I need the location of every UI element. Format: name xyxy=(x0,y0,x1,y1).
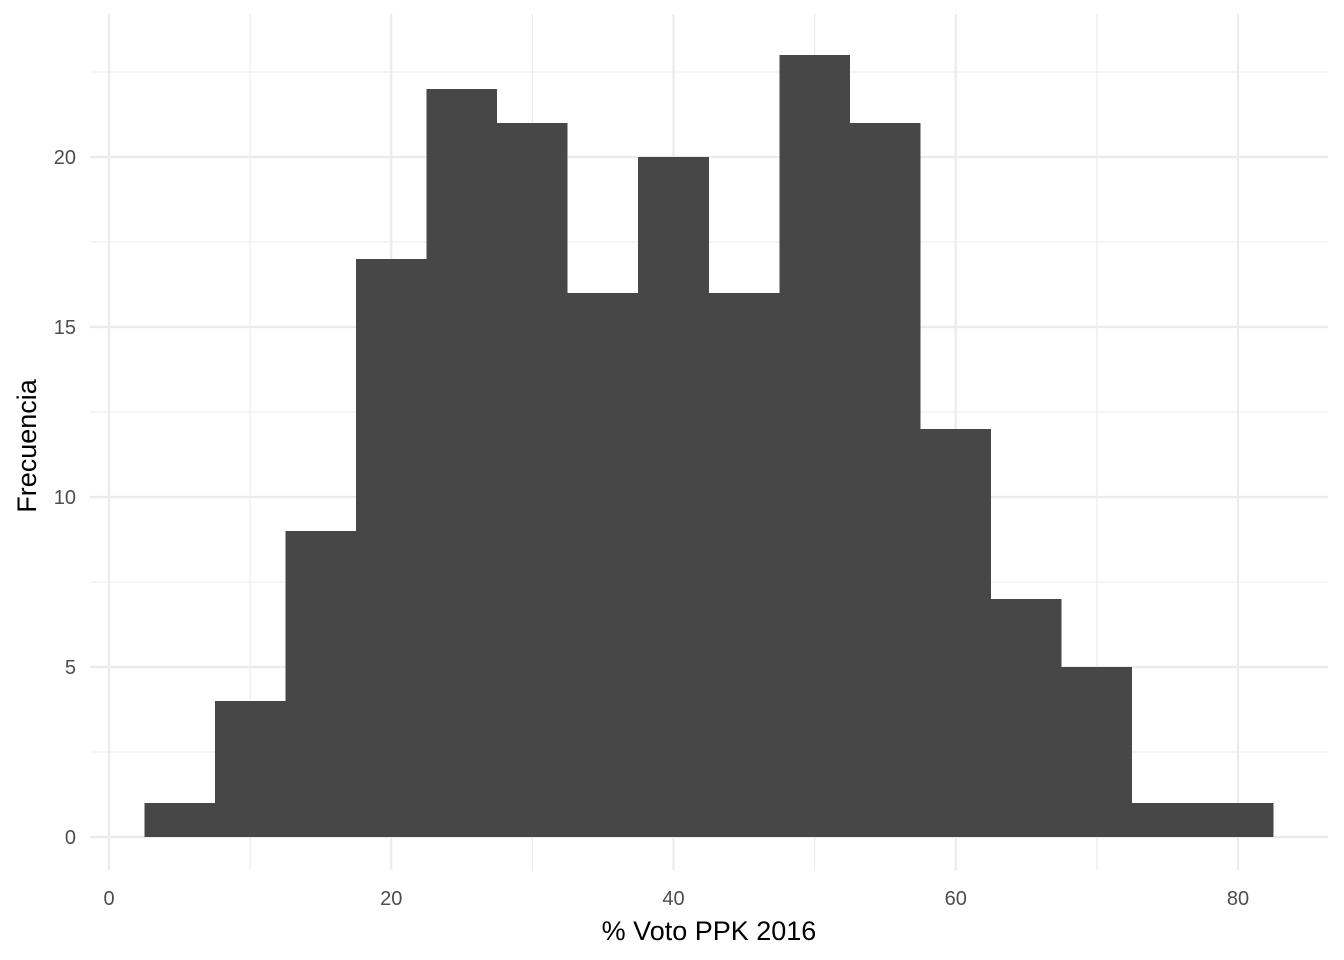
histogram-bar xyxy=(355,259,427,837)
y-tick-label: 0 xyxy=(65,827,76,849)
histogram-bar xyxy=(214,701,286,837)
x-axis-title: % Voto PPK 2016 xyxy=(602,916,817,946)
histogram-bar xyxy=(285,531,356,837)
y-tick-label: 15 xyxy=(54,317,76,339)
histogram-bar xyxy=(1202,803,1274,837)
histogram-bar xyxy=(779,55,850,837)
histogram-bar xyxy=(1061,667,1133,837)
histogram-bar xyxy=(638,157,709,837)
histogram-bar xyxy=(1132,803,1203,837)
x-axis-tick-labels: 0 20 40 60 80 xyxy=(103,888,1249,910)
histogram-bar xyxy=(849,123,921,837)
histogram-bars xyxy=(144,55,1274,837)
histogram-bar xyxy=(708,293,780,837)
x-tick-label: 40 xyxy=(662,888,684,910)
histogram-bar xyxy=(567,293,639,837)
histogram-bar xyxy=(920,429,992,837)
y-tick-label: 20 xyxy=(54,147,76,169)
histogram-bar xyxy=(426,89,498,837)
x-tick-label: 60 xyxy=(945,888,967,910)
histogram-bar xyxy=(144,803,215,837)
x-tick-label: 20 xyxy=(380,888,402,910)
histogram-bar xyxy=(497,123,568,837)
x-tick-label: 80 xyxy=(1227,888,1249,910)
y-tick-label: 10 xyxy=(54,487,76,509)
histogram-bar xyxy=(991,599,1062,837)
x-tick-label: 0 xyxy=(103,888,114,910)
y-tick-label: 5 xyxy=(65,657,76,679)
y-axis-tick-labels: 0 5 10 15 20 xyxy=(54,147,76,849)
y-axis-title: Frecuencia xyxy=(12,378,42,513)
